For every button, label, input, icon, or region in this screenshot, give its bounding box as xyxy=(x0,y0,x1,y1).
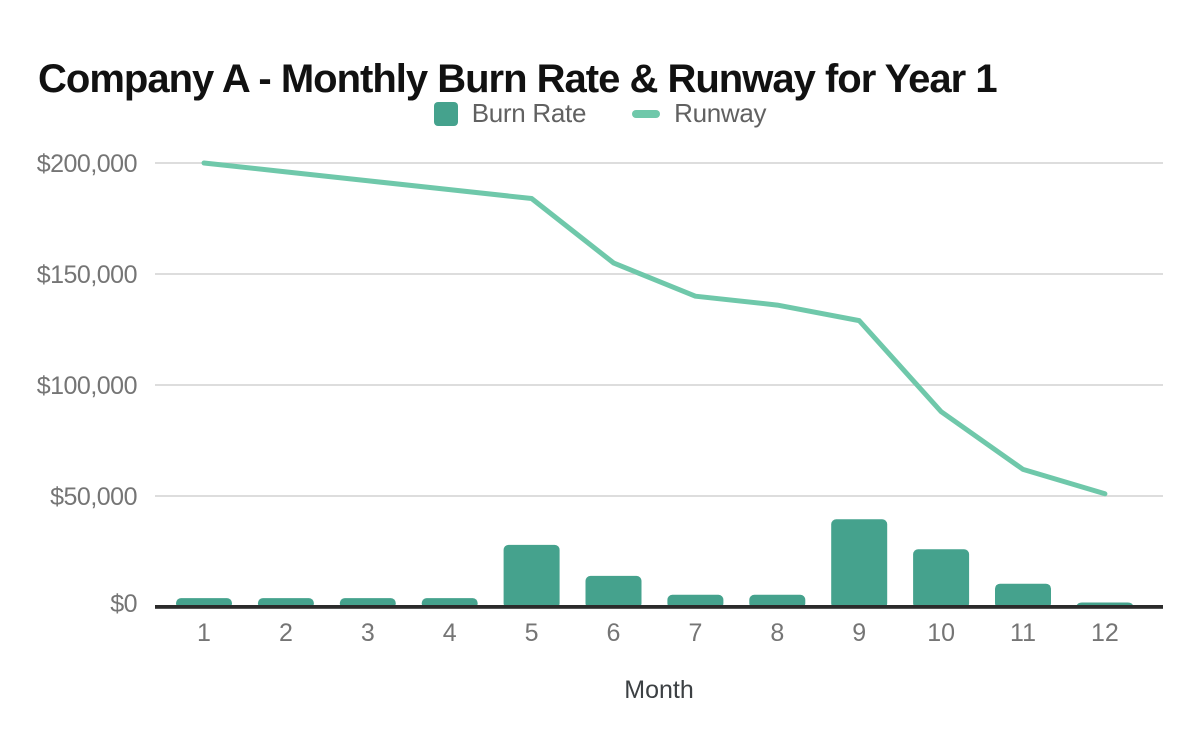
legend-item-runway[interactable]: Runway xyxy=(632,98,767,129)
x-tick-label: 8 xyxy=(770,619,784,647)
chart-title: Company A - Monthly Burn Rate & Runway f… xyxy=(38,56,998,101)
legend: Burn Rate Runway xyxy=(0,98,1200,129)
burn-rate-swatch-icon xyxy=(433,101,458,126)
x-tick-label: 6 xyxy=(607,619,621,647)
x-tick-label: 5 xyxy=(525,619,539,647)
runway-swatch-icon xyxy=(632,109,661,118)
y-tick-label: $100,000 xyxy=(37,372,137,400)
y-tick-label: $200,000 xyxy=(37,150,137,178)
x-tick-label: 10 xyxy=(927,619,955,647)
x-tick-label: 1 xyxy=(197,619,211,647)
bar-month-10[interactable] xyxy=(913,549,970,609)
bar-month-5[interactable] xyxy=(503,544,560,609)
x-tick-label: 2 xyxy=(279,619,293,647)
x-tick-label: 12 xyxy=(1091,619,1119,647)
x-axis-line xyxy=(155,605,1163,609)
x-tick-label: 3 xyxy=(361,619,375,647)
bar-month-11[interactable] xyxy=(995,583,1051,609)
legend-item-burn-rate[interactable]: Burn Rate xyxy=(433,98,587,129)
x-axis-title: Month xyxy=(624,676,694,704)
bar-month-6[interactable] xyxy=(585,575,642,609)
x-tick-label: 9 xyxy=(852,619,866,647)
runway-line[interactable] xyxy=(201,160,1108,497)
y-tick-label: $150,000 xyxy=(37,261,137,289)
legend-label-runway: Runway xyxy=(674,98,767,128)
y-tick-label: $50,000 xyxy=(50,483,137,511)
bar-month-9[interactable] xyxy=(831,519,888,609)
x-tick-label: 4 xyxy=(443,619,457,647)
y-tick-label: $0 xyxy=(110,590,137,618)
x-tick-label: 11 xyxy=(1010,619,1036,647)
x-tick-label: 7 xyxy=(688,619,702,647)
legend-label-burn-rate: Burn Rate xyxy=(471,98,587,128)
